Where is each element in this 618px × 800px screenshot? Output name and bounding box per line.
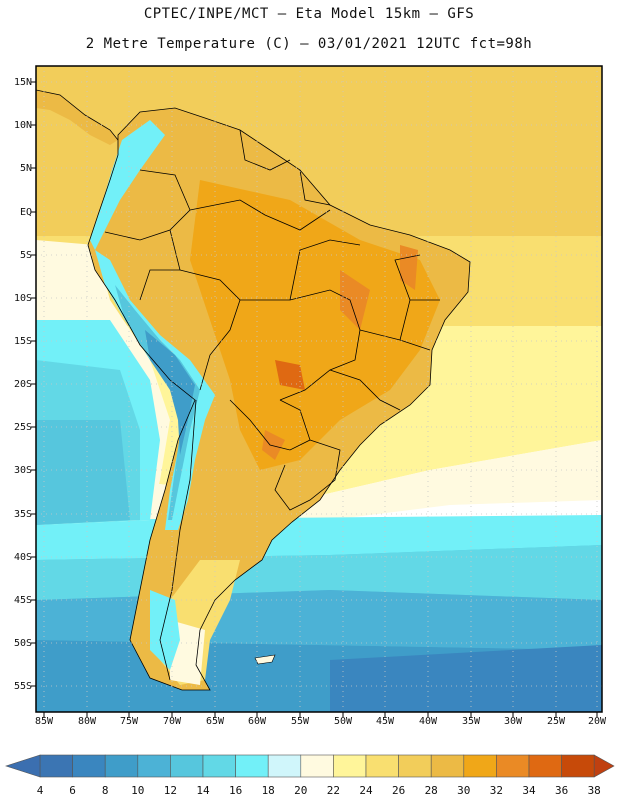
title-line-1: CPTEC/INPE/MCT – Eta Model 15km – GFS <box>143 6 475 22</box>
colorbar-label: 32 <box>489 784 504 797</box>
lon-label-45w: 45W <box>375 716 395 727</box>
lon-label-65w: 65W <box>205 716 225 727</box>
colorbar-swatch <box>137 754 171 778</box>
colorbar-swatch <box>104 754 139 778</box>
lon-label-70w: 70W <box>162 716 182 727</box>
colorbar-swatch <box>202 754 236 778</box>
colorbar-swatch <box>300 754 334 778</box>
colorbar-swatch <box>267 754 302 778</box>
colorbar-label: 26 <box>391 784 406 797</box>
colorbar-label: 24 <box>359 784 373 797</box>
lat-label-20s: 20S <box>13 379 32 390</box>
colorbar-label: 30 <box>457 784 471 797</box>
lon-label-30w: 30W <box>503 716 523 727</box>
lon-label-55w: 55W <box>290 716 310 727</box>
lat-label-eq: EQ <box>19 207 32 218</box>
colorbar-label: 22 <box>326 784 341 797</box>
colorbar-label: 16 <box>228 784 243 797</box>
lat-label-45s: 45S <box>13 595 32 606</box>
colorbar-swatch <box>430 754 465 778</box>
colorbar-label: 38 <box>587 784 601 797</box>
colorbar-label: 34 <box>522 784 536 797</box>
colorbar-label: 10 <box>131 784 145 797</box>
lat-label-15n: 15N <box>13 77 32 88</box>
colorbar-label: 8 <box>101 784 109 797</box>
lat-label-5n: 5N <box>19 163 32 174</box>
lon-label-35w: 35W <box>461 716 481 727</box>
colorbar-swatch <box>333 754 367 778</box>
lat-label-50s: 50S <box>13 638 32 649</box>
colorbar-label: 36 <box>554 784 569 797</box>
lon-label-20w: 20W <box>587 716 607 727</box>
colorbar-label: 12 <box>163 784 178 797</box>
lat-label-10s: 10S <box>13 293 32 304</box>
colorbar-swatch <box>398 754 432 778</box>
lon-label-85w: 85W <box>34 716 54 727</box>
colorbar-swatch <box>170 754 204 778</box>
title-line-2: 2 Metre Temperature (C) – 03/01/2021 12U… <box>85 36 533 52</box>
colorbar-label: 20 <box>294 784 308 797</box>
colorbar-label: 4 <box>36 784 44 797</box>
lon-label-25w: 25W <box>546 716 566 727</box>
colorbar-label: 18 <box>261 784 275 797</box>
colorbar-swatch <box>496 754 530 778</box>
colorbar-swatch <box>39 754 73 778</box>
colorbar-swatch <box>561 754 595 778</box>
colorbar-swatch <box>365 754 399 778</box>
lon-label-40w: 40W <box>418 716 438 727</box>
lon-label-60w: 60W <box>247 716 267 727</box>
colorbar-high-arrow <box>593 754 615 778</box>
colorbar-label: 28 <box>424 784 438 797</box>
lat-label-30s: 30S <box>13 465 32 476</box>
lat-label-35s: 35S <box>13 509 32 520</box>
lat-label-40s: 40S <box>13 552 32 563</box>
lat-label-15s: 15S <box>13 336 32 347</box>
colorbar-low-arrow <box>5 754 41 778</box>
lon-label-75w: 75W <box>119 716 139 727</box>
colorbar-swatch <box>235 754 269 778</box>
lat-label-25s: 25S <box>13 422 32 433</box>
colorbar-swatch <box>72 754 106 778</box>
lon-label-50w: 50W <box>333 716 353 727</box>
lat-label-55s: 55S <box>13 681 32 692</box>
colorbar <box>5 754 615 778</box>
lat-label-10n: 10N <box>13 120 32 131</box>
colorbar-swatch <box>463 754 497 778</box>
lat-label-5s: 5S <box>19 250 32 261</box>
colorbar-swatch <box>528 754 562 778</box>
colorbar-label: 14 <box>196 784 210 797</box>
colorbar-label: 6 <box>69 784 76 797</box>
lon-label-80w: 80W <box>77 716 97 727</box>
